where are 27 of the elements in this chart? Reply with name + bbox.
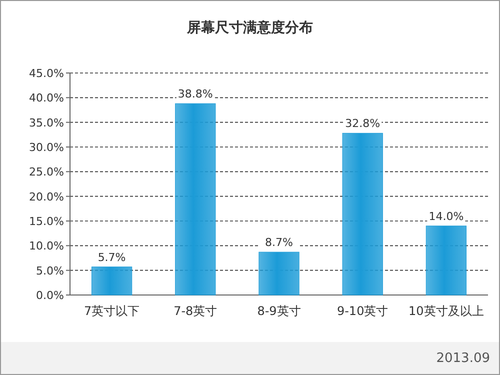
y-tick-label: 5.0% [36,264,64,278]
y-tick-label: 10.0% [29,240,64,253]
x-tick-label: 9-10英寸 [336,304,388,318]
bar [426,226,467,296]
data-label: 8.7% [265,236,293,250]
text: 2013.09 [436,351,490,366]
y-tick-label: 0.0% [36,289,64,302]
bar [175,103,216,296]
y-tick-label: 30.0% [29,141,64,154]
x-tick-label: 7英寸以下 [84,304,140,318]
data-label: 32.8% [345,117,380,130]
bar [342,132,383,296]
bar [258,252,300,296]
y-tick-label: 40.0% [29,92,64,105]
y-tick-label: 15.0% [29,215,64,228]
bar [91,266,132,296]
y-tick-label: 35.0% [29,116,64,130]
y-tick-label: 25.0% [29,166,64,179]
y-tick-label: 20.0% [29,190,64,204]
x-tick-label: 10英寸及以上 [408,304,484,318]
x-tick-label: 8-9英寸 [257,304,301,318]
data-label: 14.0% [428,210,464,223]
x-tick-label: 7-8英寸 [174,304,218,318]
y-tick-label: 45.0% [29,67,64,80]
data-label: 38.8% [178,88,213,101]
chart-title: 屏幕尺寸满意度分布 [186,19,313,36]
data-label: 5.7% [98,250,126,264]
